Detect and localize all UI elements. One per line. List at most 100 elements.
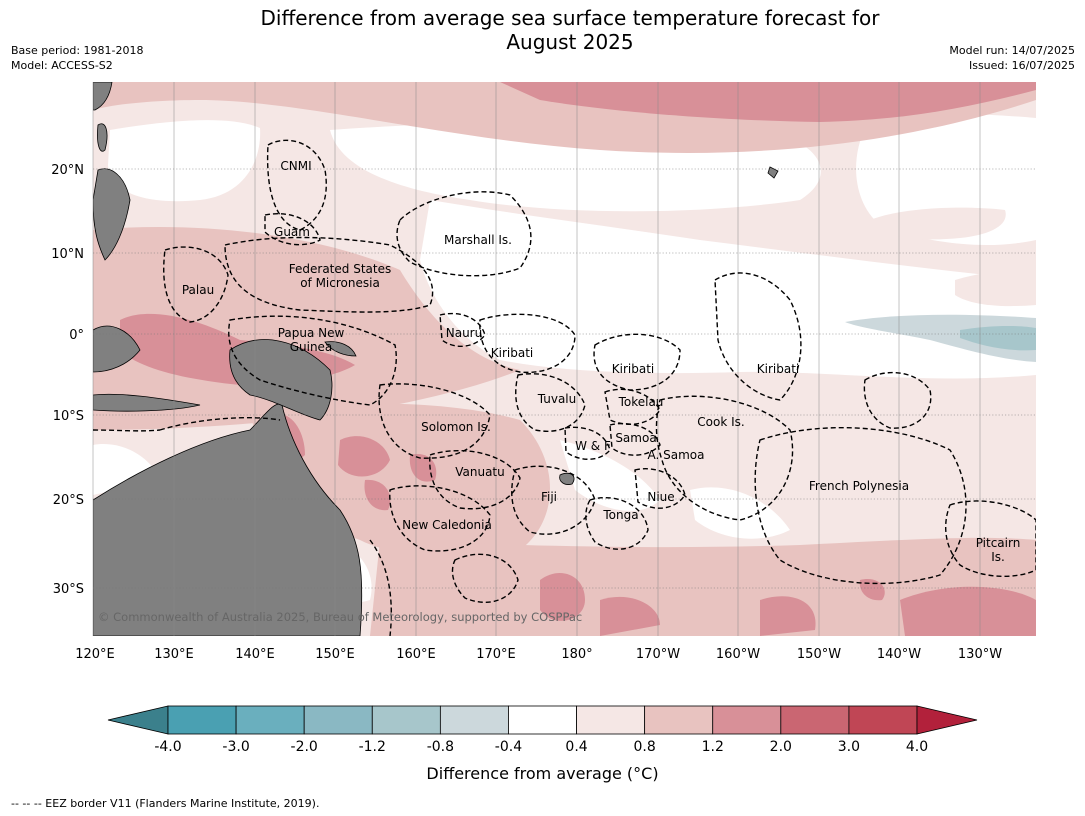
eez-samoa [609,422,661,456]
issued-date: Issued: 16/07/2025 [968,59,1075,72]
eez-marquesas [863,371,932,429]
colorbar-swatch [644,705,714,735]
place-label: Kiribati [491,346,533,360]
colorbar-tick: -0.4 [495,739,522,755]
place-label: W & F [575,439,611,453]
place-label: Kiribati [612,362,654,376]
lat-label: 10°N [51,247,84,262]
place-label: Kiribati [757,362,799,376]
colorbar-tick: 4.0 [906,739,928,755]
place-label: Tuvalu [537,392,577,406]
meta-left: Base period: 1981-2018 Model: ACCESS-S2 [11,43,143,73]
land-indonesia [93,325,141,373]
eez-norfolk [451,553,519,603]
lon-label: 140°E [235,647,275,662]
land-asia [93,82,113,111]
land-australia [93,403,363,636]
colorbar-swatch [848,705,918,735]
sst-zone-slightly-warm [870,207,1006,240]
sst-zone-near-average [560,440,660,511]
eez-wallis-futuna [564,426,611,460]
colorbar-label: Difference from average (°C) [426,764,659,783]
colorbar-swatch [780,705,850,735]
land-hawaii [767,166,779,179]
colorbar: -4.0 -3.0 -2.0 -1.2 -0.8 -0.4 0.4 0.8 1.… [107,705,978,755]
base-period: Base period: 1981-2018 [11,44,144,57]
colorbar-swatch [235,705,305,735]
colorbar-tick: -1.2 [359,739,386,755]
eez-new-caledonia [389,485,491,552]
meta-right: Model run: 14/07/2025 Issued: 16/07/2025 [949,43,1075,73]
colorbar-tick: -4.0 [154,739,181,755]
place-label: Samoa [615,431,656,445]
sst-zone-hot [859,579,885,601]
sst-zone-hot [364,479,391,511]
place-label: CNMI [280,159,311,173]
colorbar-tick: 0.8 [634,739,656,755]
eez-png [228,315,397,406]
place-label: Solomon Is. [421,420,491,434]
lon-label: 120°E [75,647,115,662]
sst-zone-hot [900,586,1036,636]
colorbar-swatch [576,705,646,735]
place-label: Guam [274,225,310,239]
eez-micronesia [224,236,434,313]
place-label: New Caledonia [402,518,492,532]
land-new-britain [324,341,357,357]
eez-guam [264,213,321,246]
lat-label: 0° [69,328,84,343]
colorbar-tick: -2.0 [291,739,318,755]
place-label: Federated States of Micronesia [289,262,391,290]
lat-label: 30°S [53,582,84,597]
place-label: Fiji [541,490,557,504]
eez-tonga [585,496,649,550]
title-line-2: August 2025 [506,30,634,54]
eez-vanuatu [429,449,521,510]
eez-marshall-islands [396,191,532,277]
colorbar-tick: 0.4 [565,739,587,755]
sst-zone-cool [960,325,1036,351]
lon-label: 130°W [958,647,1002,662]
eez-kiribati-line [714,272,802,401]
lon-label: 170°E [476,647,516,662]
sst-zone-hot [760,596,816,636]
eez-pitcairn [945,500,1036,578]
colorbar-under-arrow [107,705,169,735]
eez-australia-east [369,539,392,636]
colorbar-tick: 3.0 [838,739,860,755]
place-label: Tokelau [618,395,664,409]
latitude-gridlines [93,168,1036,589]
eez-footnote: -- -- -- EEZ border V11 (Flanders Marine… [11,797,320,810]
colorbar-swatch [712,705,782,735]
colorbar-tick: 1.2 [702,739,724,755]
colorbar-tick: -0.8 [427,739,454,755]
lon-label: 130°E [154,647,194,662]
eez-solomon-islands [378,383,491,459]
lon-label: 160°E [396,647,436,662]
lon-label: 170°W [636,647,680,662]
colorbar-tick: -3.0 [222,739,249,755]
eez-cnmi [266,139,327,231]
place-label: Papua New Guinea [278,326,345,354]
map-title: Difference from average sea surface temp… [200,6,940,54]
lat-label: 20°S [53,493,84,508]
sst-zone-warm [370,537,1036,636]
land-taiwan [97,123,108,152]
eez-niue [634,468,686,509]
eez-french-polynesia [754,426,967,585]
land-philippines [93,168,131,261]
land-timor [93,393,201,412]
place-label: A. Samoa [648,448,705,462]
title-line-1: Difference from average sea surface temp… [260,6,880,30]
sst-zone-hot [540,572,585,621]
place-label: Palau [182,283,214,297]
sst-zone-hot [500,82,1036,122]
eez-borders [93,139,1036,636]
sst-zone-near-average [108,120,261,202]
lon-label: 180° [561,647,592,662]
eez-kiribati-gilbert [479,313,576,374]
lat-label: 20°N [51,163,84,178]
lon-label: 140°W [877,647,921,662]
colorbar-ticks: -4.0 -3.0 -2.0 -1.2 -0.8 -0.4 0.4 0.8 1.… [154,739,928,755]
sst-zone-hot [600,596,660,636]
